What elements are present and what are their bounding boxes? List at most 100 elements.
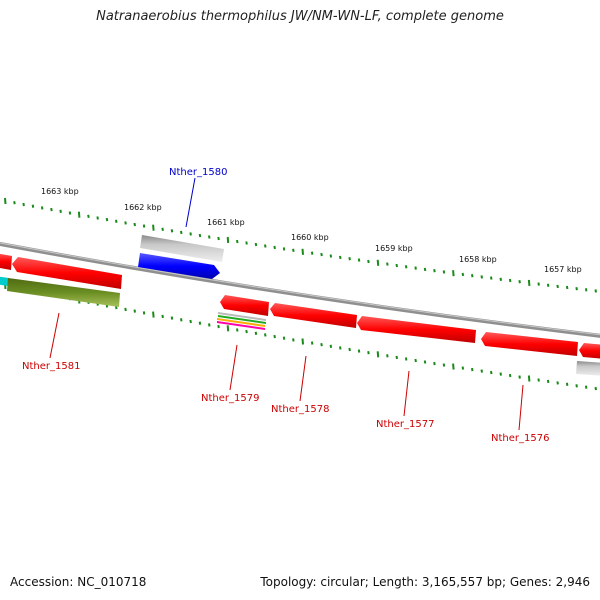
outer-tick-25 — [236, 239, 239, 244]
scale-label-1658: 1658 kbp — [459, 255, 497, 264]
gene-nther-1578[interactable] — [270, 303, 357, 328]
inner-tick-27 — [254, 331, 258, 335]
inner-tick-19 — [180, 318, 183, 322]
genome-backbone — [0, 241, 600, 338]
inner-tick-60 — [565, 382, 569, 386]
gene-nther-1579-stripes[interactable] — [217, 312, 266, 330]
leader-nther-1578 — [299, 355, 307, 402]
outer-tick-62 — [584, 288, 588, 292]
scale-label-1660: 1660 kbp — [291, 233, 329, 242]
label-nther-1578[interactable]: Nther_1578 — [271, 404, 329, 415]
inner-tick-38 — [357, 349, 361, 353]
inner-tick-43 — [404, 357, 408, 361]
inner-tick-21 — [198, 321, 202, 325]
inner-tick-48 — [452, 363, 455, 370]
label-nther-1580[interactable]: Nther_1580 — [169, 167, 227, 178]
outer-tick-23 — [217, 236, 220, 241]
outer-tick-40 — [376, 259, 380, 266]
outer-tick-41 — [386, 262, 389, 266]
outer-tick-11 — [105, 217, 109, 222]
gene-nther-1576[interactable] — [481, 332, 578, 356]
outer-tick-42 — [395, 263, 398, 268]
leader-nther-1579 — [229, 344, 238, 391]
outer-tick-5 — [50, 207, 53, 212]
gene-right-partial[interactable] — [579, 343, 600, 359]
outer-tick-32 — [301, 248, 304, 255]
outer-tick-52 — [490, 276, 493, 280]
inner-tick-17 — [161, 314, 164, 319]
inner-tick-47 — [442, 363, 446, 367]
inner-tick-40 — [376, 351, 380, 358]
inner-tick-39 — [367, 351, 370, 355]
outer-tick-61 — [575, 287, 578, 291]
inner-tick-31 — [292, 338, 295, 342]
inner-tick-33 — [310, 341, 314, 345]
outer-tick-6 — [59, 209, 62, 213]
inner-tick-23 — [217, 324, 220, 329]
gene-nther-1580[interactable] — [138, 253, 220, 279]
forward-grey-feature[interactable] — [140, 235, 224, 262]
outer-tick-4 — [40, 206, 44, 210]
inner-tick-29 — [273, 334, 276, 339]
label-nther-1579[interactable]: Nther_1579 — [201, 393, 259, 404]
outer-tick-14 — [133, 222, 136, 227]
outer-tick-21 — [198, 233, 202, 238]
inner-tick-36 — [339, 346, 342, 350]
outer-tick-56 — [527, 279, 531, 286]
outer-tick-60 — [565, 285, 569, 290]
label-nther-1576[interactable]: Nther_1576 — [491, 433, 549, 444]
leader-nther-1576 — [518, 384, 524, 431]
inner-tick-49 — [461, 366, 465, 370]
outer-tick-37 — [348, 257, 351, 261]
inner-tick-37 — [348, 347, 351, 352]
outer-tick-17 — [161, 227, 164, 231]
gene-nther-1577[interactable] — [357, 316, 476, 343]
inner-tick-53 — [499, 372, 502, 376]
gene-nther-1579[interactable] — [220, 295, 269, 316]
outer-tick-9 — [87, 214, 90, 218]
green-feature[interactable] — [7, 278, 120, 307]
inner-tick-18 — [170, 316, 174, 320]
inner-tick-24 — [226, 325, 230, 332]
gene-nther-1581-red[interactable] — [12, 257, 122, 289]
outer-tick-26 — [245, 241, 248, 245]
leader-nther-1581 — [49, 312, 60, 359]
scale-label-1663: 1663 kbp — [41, 187, 79, 196]
outer-tick-19 — [180, 230, 183, 235]
outer-tick-24 — [226, 236, 230, 244]
inner-tick-46 — [433, 361, 436, 366]
outer-tick-35 — [329, 254, 333, 258]
outer-tick-45 — [423, 267, 427, 272]
outer-tick-8 — [77, 211, 81, 218]
outer-tick-20 — [189, 232, 192, 236]
map-title: Natranaerobius thermophilus JW/NM-WN-LF,… — [96, 9, 504, 24]
outer-tick-2 — [22, 202, 25, 207]
inner-tick-56 — [527, 375, 531, 382]
gene-left-partial[interactable] — [0, 253, 12, 270]
outer-tick-34 — [320, 252, 323, 257]
leader-nther-1577 — [403, 370, 410, 417]
outer-tick-47 — [442, 270, 446, 274]
outer-tick-10 — [96, 216, 99, 220]
outer-tick-12 — [115, 219, 118, 223]
outer-tick-44 — [414, 266, 417, 270]
reverse-grey-feature[interactable] — [576, 361, 600, 376]
outer-tick-57 — [537, 282, 540, 286]
outer-tick-28 — [264, 244, 267, 248]
outer-tick-3 — [31, 204, 35, 208]
outer-tick-18 — [170, 229, 174, 233]
cyan-feature[interactable] — [0, 276, 9, 286]
scale-label-1657: 1657 kbp — [544, 265, 582, 274]
outer-tick-58 — [546, 283, 550, 287]
inner-tick-57 — [537, 378, 540, 382]
inner-tick-50 — [471, 367, 474, 372]
inner-tick-13 — [124, 307, 127, 312]
outer-tick-1 — [13, 201, 16, 205]
inner-tick-20 — [189, 319, 192, 324]
label-nther-1577[interactable]: Nther_1577 — [376, 419, 434, 430]
outer-tick-55 — [518, 280, 521, 284]
outer-tick-16 — [152, 224, 155, 231]
label-nther-1581[interactable]: Nther_1581 — [22, 361, 80, 372]
outer-tick-50 — [471, 274, 474, 278]
